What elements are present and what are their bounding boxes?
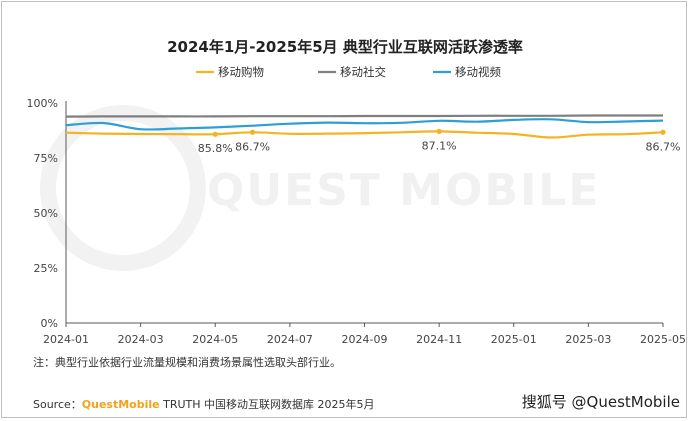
x-tick-label: 2024-05 — [192, 333, 238, 346]
x-tick-label: 2025-05 — [640, 333, 686, 346]
x-tick-label: 2024-03 — [118, 333, 164, 346]
series-line-0 — [65, 130, 664, 139]
data-label: 86.7% — [235, 140, 270, 153]
y-axis: 0% 25% 50% 75% 100% — [27, 97, 67, 330]
platform-credit: 搜狐号 @QuestMobile — [522, 393, 680, 411]
source-brand: QuestMobile — [82, 398, 160, 411]
source-prefix: Source： — [33, 398, 82, 411]
data-label: 85.8% — [198, 142, 233, 155]
data-point-marker — [212, 131, 218, 137]
y-tick-label: 0% — [41, 317, 58, 330]
x-axis: 2024-01 2024-03 2024-05 2024-07 2024-09 2024-… — [43, 322, 686, 346]
y-tick-label: 25% — [34, 262, 58, 275]
watermark-text: QUEST MOBILE — [207, 165, 600, 216]
legend-label-1: 移动社交 — [340, 65, 386, 79]
y-tick-label: 75% — [34, 152, 58, 165]
watermark: QUEST MOBILE — [40, 105, 600, 271]
y-tick-label: 50% — [34, 207, 58, 220]
footnote: 注：典型行业依据行业流量规模和消费场景属性选取头部行业。 — [33, 355, 341, 369]
series-line-2 — [65, 118, 664, 131]
source-line: Source：QuestMobile TRUTH 中国移动互联网数据库 2025… — [33, 397, 375, 411]
data-label: 86.7% — [646, 140, 681, 153]
y-tick-label: 100% — [27, 97, 58, 110]
chart-title: 2024年1月-2025年5月 典型行业互联网活跃渗透率 — [167, 38, 523, 56]
x-tick-label: 2024-07 — [267, 333, 313, 346]
x-tick-label: 2024-01 — [43, 333, 89, 346]
data-point-marker — [436, 128, 442, 134]
source-rest: TRUTH 中国移动互联网数据库 2025年5月 — [160, 397, 375, 411]
x-tick-label: 2024-09 — [342, 333, 388, 346]
legend-label-2: 移动视频 — [455, 65, 501, 79]
x-tick-label: 2025-03 — [565, 333, 611, 346]
legend: 移动购物 移动社交 移动视频 — [196, 65, 501, 79]
series-line-1 — [65, 114, 663, 118]
data-label: 87.1% — [422, 139, 457, 152]
data-point-marker — [249, 129, 256, 135]
series-layer — [65, 114, 664, 139]
x-tick-label: 2024-11 — [416, 333, 462, 346]
legend-label-0: 移动购物 — [218, 65, 264, 79]
x-tick-label: 2025-01 — [491, 333, 537, 346]
data-point-marker — [660, 129, 666, 135]
data-labels: 85.8% 86.7% 87.1% 86.7% — [198, 128, 681, 155]
